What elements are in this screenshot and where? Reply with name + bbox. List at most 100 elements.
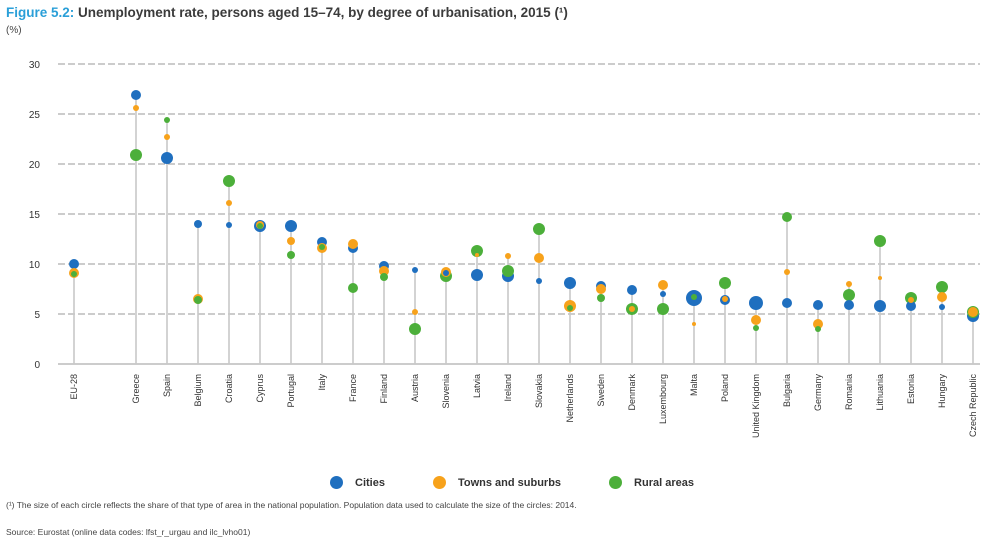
x-tick-label-luxembourg: Luxembourg bbox=[658, 374, 668, 424]
point-cities-germany bbox=[813, 300, 823, 310]
point-cities-latvia bbox=[471, 269, 483, 281]
x-tick-label-portugal: Portugal bbox=[286, 374, 296, 408]
y-tick-label-15: 15 bbox=[29, 210, 41, 221]
x-tick-label-finland: Finland bbox=[379, 374, 389, 404]
point-rural-netherlands bbox=[567, 305, 573, 311]
point-rural-greece bbox=[130, 149, 142, 161]
point-rural-croatia bbox=[223, 175, 235, 187]
x-tick-label-bulgaria: Bulgaria bbox=[782, 374, 792, 407]
point-cities-hungary bbox=[939, 304, 945, 310]
x-tick-label-belgium: Belgium bbox=[193, 374, 203, 407]
footnote: (¹) The size of each circle reflects the… bbox=[6, 500, 766, 511]
point-towns-romania bbox=[846, 281, 852, 287]
point-rural-finland bbox=[380, 273, 388, 281]
legend-swatch-rural bbox=[609, 476, 622, 489]
x-tick-label-lithuania: Lithuania bbox=[875, 374, 885, 411]
point-towns-croatia bbox=[226, 200, 232, 206]
point-rural-belgium bbox=[194, 296, 202, 304]
point-rural-romania bbox=[843, 289, 855, 301]
point-towns-poland bbox=[722, 296, 728, 302]
point-towns-austria bbox=[412, 309, 418, 315]
point-rural-poland bbox=[719, 277, 731, 289]
point-cities-slovakia bbox=[536, 278, 542, 284]
point-cities-portugal bbox=[285, 220, 297, 232]
legend-label-rural: Rural areas bbox=[634, 477, 694, 489]
x-tick-label-austria: Austria bbox=[410, 374, 420, 402]
y-tick-label-5: 5 bbox=[34, 310, 40, 321]
x-tick-label-united-kingdom: United Kingdom bbox=[751, 374, 761, 438]
point-cities-spain bbox=[161, 152, 173, 164]
x-tick-label-croatia: Croatia bbox=[224, 374, 234, 403]
point-towns-luxembourg bbox=[658, 280, 668, 290]
point-towns-france bbox=[348, 239, 358, 249]
x-tick-label-estonia: Estonia bbox=[906, 374, 916, 404]
point-rural-slovakia bbox=[533, 223, 545, 235]
point-rural-luxembourg bbox=[657, 303, 669, 315]
legend-item-towns: Towns and suburbs bbox=[433, 476, 561, 489]
point-towns-sweden bbox=[596, 284, 606, 294]
chart-plot: 0 5 10 15 20 25 30 EU-28 Greece Spain Belgium Croat… bbox=[0, 0, 984, 470]
point-cities-luxembourg bbox=[660, 291, 666, 297]
point-cities-romania bbox=[844, 300, 854, 310]
point-cities-austria bbox=[412, 267, 418, 273]
point-cities-eu-28 bbox=[69, 259, 79, 269]
point-towns-portugal bbox=[287, 237, 295, 245]
x-tick-label-malta: Malta bbox=[689, 374, 699, 396]
point-cities-denmark bbox=[627, 285, 637, 295]
point-rural-italy bbox=[319, 244, 325, 250]
x-tick-label-italy: Italy bbox=[317, 374, 327, 391]
point-towns-malta bbox=[692, 322, 696, 326]
point-cities-lithuania bbox=[874, 300, 886, 312]
point-rural-lithuania bbox=[874, 235, 886, 247]
point-rural-hungary bbox=[936, 281, 948, 293]
legend-swatch-cities bbox=[330, 476, 343, 489]
y-tick-label-30: 30 bbox=[29, 60, 41, 71]
x-tick-label-ireland: Ireland bbox=[503, 374, 513, 402]
x-tick-label-denmark: Denmark bbox=[627, 374, 637, 411]
point-towns-bulgaria bbox=[784, 269, 790, 275]
x-tick-label-czech-republic: Czech Republic bbox=[968, 374, 978, 438]
point-towns-united-kingdom bbox=[751, 315, 761, 325]
point-towns-latvia bbox=[475, 253, 479, 257]
point-rural-malta bbox=[691, 294, 697, 300]
legend-label-towns: Towns and suburbs bbox=[458, 477, 561, 489]
x-tick-label-greece: Greece bbox=[131, 374, 141, 404]
legend-item-rural: Rural areas bbox=[609, 476, 694, 489]
point-towns-denmark bbox=[629, 306, 635, 312]
point-rural-portugal bbox=[287, 251, 295, 259]
point-rural-ireland bbox=[502, 265, 514, 277]
point-towns-greece bbox=[133, 105, 139, 111]
point-rural-bulgaria bbox=[782, 212, 792, 222]
point-rural-spain bbox=[164, 117, 170, 123]
x-tick-label-slovakia: Slovakia bbox=[534, 374, 544, 408]
x-tick-label-cyprus: Cyprus bbox=[255, 374, 265, 403]
legend-label-cities: Cities bbox=[355, 477, 385, 489]
point-rural-united-kingdom bbox=[753, 325, 759, 331]
point-towns-czech-republic bbox=[968, 307, 978, 317]
point-towns-ireland bbox=[505, 253, 511, 259]
point-towns-hungary bbox=[937, 292, 947, 302]
x-tick-label-poland: Poland bbox=[720, 374, 730, 402]
point-cities-bulgaria bbox=[782, 298, 792, 308]
point-cities-slovenia bbox=[443, 270, 449, 276]
y-tick-label-25: 25 bbox=[29, 110, 41, 121]
point-rural-sweden bbox=[597, 294, 605, 302]
legend-item-cities: Cities bbox=[330, 476, 385, 489]
y-tick-label-20: 20 bbox=[29, 160, 41, 171]
chart-legend: Cities Towns and suburbs Rural areas bbox=[330, 476, 694, 489]
x-tick-label-slovenia: Slovenia bbox=[441, 374, 451, 409]
point-cities-belgium bbox=[194, 220, 202, 228]
point-towns-lithuania bbox=[878, 276, 882, 280]
x-tick-label-sweden: Sweden bbox=[596, 374, 606, 407]
x-tick-label-eu-28: EU-28 bbox=[69, 374, 79, 400]
x-tick-label-france: France bbox=[348, 374, 358, 402]
point-cities-netherlands bbox=[564, 277, 576, 289]
point-rural-eu-28 bbox=[71, 271, 77, 277]
x-tick-label-spain: Spain bbox=[162, 374, 172, 397]
point-towns-slovakia bbox=[534, 253, 544, 263]
x-tick-label-germany: Germany bbox=[813, 374, 823, 412]
point-rural-austria bbox=[409, 323, 421, 335]
x-tick-label-netherlands: Netherlands bbox=[565, 374, 575, 423]
point-cities-greece bbox=[131, 90, 141, 100]
source-note: Source: Eurostat (online data codes: lfs… bbox=[6, 527, 250, 537]
